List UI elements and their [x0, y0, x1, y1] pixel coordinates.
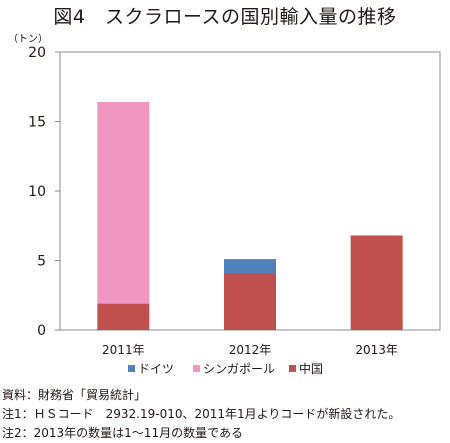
bar-segment	[224, 259, 276, 274]
legend-swatch	[289, 365, 296, 372]
legend-label: シンガポール	[203, 362, 275, 376]
bar-segment	[97, 303, 150, 330]
source-notes: 資料：財務省「貿易統計」 注1：ＨＳコード 2932.19-010、2011年1…	[2, 386, 400, 443]
bar-segment	[224, 273, 276, 330]
y-tick-label: 20	[28, 45, 46, 61]
x-tick-label: 2013年	[355, 343, 398, 357]
legend: ドイツ シンガポール 中国	[128, 361, 323, 376]
legend-label: ドイツ	[138, 362, 174, 376]
x-tick-label: 2012年	[229, 343, 272, 357]
stacked-bar-chart: 0 5 10 15 20 2011年 2012年 2013年 ドイツ シンガポール 中国	[28, 45, 441, 376]
footnote-2: 注2：2013年の数量は1～11月の数量である	[2, 426, 243, 440]
bar-segment	[97, 102, 150, 304]
y-tick-label: 15	[28, 115, 46, 131]
x-axis: 2011年 2012年 2013年	[102, 343, 398, 357]
y-tick-label: 0	[37, 323, 46, 339]
bars	[97, 102, 403, 330]
x-tick-label: 2011年	[102, 343, 145, 357]
chart-title: 図4 スクラロースの国別輸入量の推移	[53, 6, 397, 28]
footnote-1: 注1：ＨＳコード 2932.19-010、2011年1月よりコードが新設された。	[2, 407, 401, 421]
bar-segment	[350, 235, 403, 330]
legend-label: 中国	[299, 361, 323, 376]
source-note: 資料：財務省「貿易統計」	[2, 388, 147, 402]
y-axis-unit-label: （トン）	[8, 34, 48, 45]
y-tick-label: 5	[37, 254, 46, 270]
y-tick-label: 10	[28, 184, 46, 200]
legend-swatch	[193, 365, 200, 372]
y-axis: 0 5 10 15 20	[28, 45, 60, 339]
legend-swatch	[128, 365, 135, 372]
